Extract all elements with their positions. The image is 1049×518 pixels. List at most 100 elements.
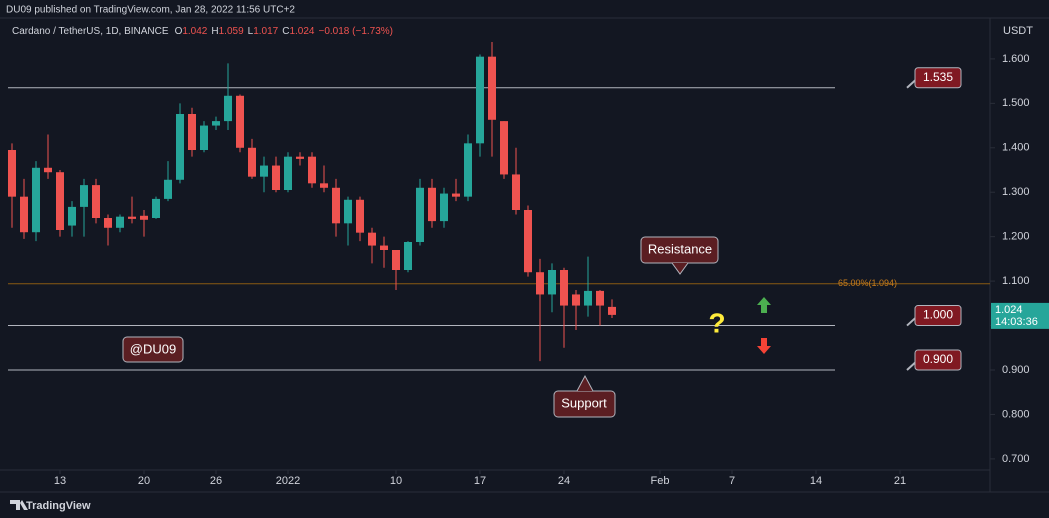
candle-body <box>368 232 376 246</box>
x-tick-label: 17 <box>474 475 486 487</box>
y-tick-label: 0.700 <box>1002 453 1030 465</box>
candle-body <box>608 306 616 315</box>
candle-body <box>296 156 304 159</box>
countdown: 14:03:36 <box>995 316 1038 328</box>
x-tick-label: Feb <box>651 475 670 487</box>
candle-body <box>536 272 544 295</box>
x-tick-label: 21 <box>894 475 906 487</box>
y-tick-label: 1.600 <box>1002 53 1030 65</box>
candle-body <box>488 56 496 120</box>
x-tick-label: 20 <box>138 475 150 487</box>
last-price-box <box>991 302 1049 329</box>
candle-body <box>320 183 328 188</box>
symbol-name: Cardano / TetherUS, 1D, BINANCE <box>12 26 169 37</box>
x-tick-label: 14 <box>810 475 822 487</box>
up-arrow <box>757 297 771 313</box>
candle-body <box>572 294 580 306</box>
candle-body <box>80 185 88 207</box>
candle-body <box>308 156 316 184</box>
ohlc-label: H <box>211 26 218 37</box>
y-tick-label: 0.900 <box>1002 364 1030 376</box>
x-tick-label: 10 <box>390 475 402 487</box>
level-label: 0.900 <box>923 352 953 366</box>
candle-body <box>284 156 292 190</box>
candle-body <box>140 215 148 220</box>
candle-body <box>188 114 196 150</box>
ohlc-value: 1.042 <box>182 26 207 37</box>
ohlc-label: L <box>248 26 254 37</box>
candle-body <box>428 187 436 222</box>
candle-body <box>596 290 604 306</box>
x-tick-label: 26 <box>210 475 222 487</box>
publisher: DU09 published on TradingView.com, Jan 2… <box>6 5 295 16</box>
candle-body <box>524 210 532 273</box>
level-box <box>914 349 962 371</box>
author-label: @DU09 <box>130 341 176 356</box>
candle-body <box>272 165 280 190</box>
candle-body <box>212 121 220 126</box>
ohlc-label: C <box>282 26 289 37</box>
candle-body <box>248 147 256 177</box>
logo <box>10 500 28 510</box>
candle-body <box>68 206 76 226</box>
fib-label: 65.00%(1.094) <box>838 278 897 288</box>
candle-body <box>464 143 472 197</box>
candle-body <box>164 179 172 199</box>
candle-body <box>200 125 208 150</box>
candle-body <box>548 270 556 295</box>
grid: 65.00%(1.094) <box>8 87 990 474</box>
x-tick-label: 2022 <box>276 475 300 487</box>
candle-body <box>104 218 112 228</box>
ohlc-label: O <box>175 26 183 37</box>
down-arrow <box>757 338 771 354</box>
last-price: 1.024 <box>995 304 1023 316</box>
level-box <box>914 67 962 89</box>
candle-body <box>176 114 184 180</box>
candle-body <box>416 187 424 242</box>
resistance-pointer <box>671 262 689 275</box>
support-label: Support <box>561 395 607 410</box>
level-label: 1.535 <box>923 70 953 84</box>
candle-body <box>512 174 520 210</box>
candle-body <box>92 185 100 218</box>
candle-body <box>392 250 400 270</box>
candle-body <box>380 245 388 250</box>
footer-brand: TradingView <box>26 500 91 512</box>
annotations: Resistance Support @DU09 ? <box>122 236 771 418</box>
change: −0.018 (−1.73%) <box>319 26 394 37</box>
y-tick-label: 0.800 <box>1002 408 1030 420</box>
candle-body <box>440 193 448 222</box>
y-tick-label: 1.400 <box>1002 142 1030 154</box>
candle-body <box>356 199 364 233</box>
support-pointer <box>576 374 594 392</box>
plot: 1.535 1.000 0.900 <box>8 42 962 371</box>
candle-body <box>236 95 244 148</box>
candle-body <box>560 270 568 306</box>
candle-body <box>20 196 28 233</box>
y-tick-label: 1.200 <box>1002 231 1030 243</box>
symbol: Cardano / TetherUS, 1D, BINANCE O1.042 H1.… <box>12 26 393 37</box>
candle-body <box>332 187 340 224</box>
candle-body <box>584 290 592 306</box>
candle-body <box>452 193 460 197</box>
author-box <box>122 336 184 363</box>
x-tick-label: 24 <box>558 475 570 487</box>
price-axis: 0.700 0.800 0.900 1.000 1.100 1.200 1.300 1.400… <box>54 53 1049 487</box>
candle-body <box>404 242 412 270</box>
candle-body <box>56 172 64 230</box>
candle-body <box>152 198 160 218</box>
x-tick-label: 7 <box>729 475 735 487</box>
candle-body <box>476 56 484 144</box>
currency: USDT <box>1003 25 1033 37</box>
candle-body <box>32 167 40 233</box>
ohlc-value: 1.059 <box>219 26 244 37</box>
candle-body <box>500 121 508 175</box>
ohlc-value: 1.024 <box>289 26 314 37</box>
candle-body <box>260 165 268 177</box>
ohlc-value: 1.017 <box>253 26 278 37</box>
level-box <box>914 305 962 327</box>
level-label: 1.000 <box>923 308 953 322</box>
y-tick-label: 1.500 <box>1002 97 1030 109</box>
x-tick-label: 13 <box>54 475 66 487</box>
